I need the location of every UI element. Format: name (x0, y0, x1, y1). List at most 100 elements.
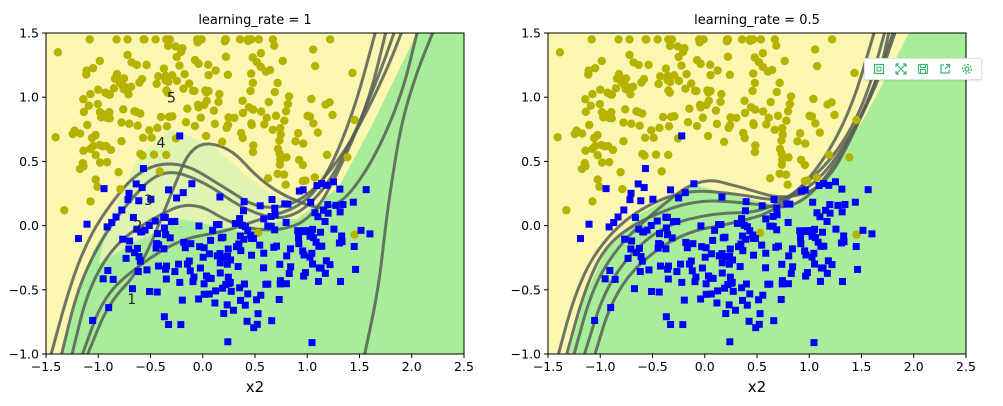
point-class1 (136, 257, 144, 265)
point-class1 (711, 226, 719, 234)
point-class0 (223, 70, 233, 80)
point-class0 (310, 61, 320, 71)
point-class1 (664, 275, 672, 283)
point-class1 (713, 299, 721, 307)
point-class0 (328, 110, 337, 120)
x-axis-label: x2 (748, 378, 766, 396)
point-class1 (160, 245, 168, 253)
point-class1 (330, 225, 338, 233)
point-class1 (715, 252, 723, 260)
point-class1 (605, 223, 613, 231)
point-class1 (645, 266, 653, 274)
point-class0 (112, 69, 122, 79)
point-class0 (750, 147, 760, 157)
point-class1 (785, 252, 793, 260)
point-class0 (151, 35, 160, 44)
point-class1 (627, 245, 635, 253)
point-class0 (135, 78, 144, 87)
point-class0 (246, 86, 255, 96)
point-class0 (713, 66, 722, 75)
point-class0 (127, 58, 136, 67)
x-tick-label: 2.0 (402, 359, 422, 374)
point-class1 (633, 249, 641, 257)
point-class1 (591, 316, 599, 324)
point-class1 (216, 193, 224, 201)
point-class0 (105, 114, 114, 123)
point-class1 (743, 301, 751, 309)
save-button[interactable] (915, 61, 931, 77)
point-class0 (770, 125, 779, 135)
point-class0 (283, 99, 293, 109)
contour-line (86, 33, 419, 354)
point-class0 (178, 44, 187, 53)
point-class1 (691, 278, 699, 286)
expand-button[interactable] (893, 61, 909, 77)
point-class1 (321, 217, 329, 225)
point-class1 (164, 186, 172, 194)
point-class0 (783, 180, 792, 189)
point-class1 (153, 288, 161, 296)
point-class1 (160, 224, 168, 232)
point-class1 (213, 252, 221, 260)
export-button[interactable] (937, 61, 953, 77)
contour-line (583, 33, 886, 354)
point-class1 (755, 296, 763, 304)
point-class1 (234, 263, 242, 271)
point-class0 (705, 60, 715, 69)
y-tick-label: 1.0 (521, 90, 541, 105)
point-class0 (681, 84, 690, 93)
point-class1 (742, 235, 750, 243)
point-class1 (690, 180, 698, 188)
point-class0 (95, 56, 105, 66)
point-class1 (308, 339, 316, 347)
point-class1 (752, 324, 760, 332)
x-tick-label: −0.5 (637, 359, 667, 374)
point-class1 (758, 241, 766, 249)
point-class0 (655, 123, 664, 133)
settings-button[interactable] (959, 61, 975, 77)
point-class1 (196, 243, 204, 251)
point-class0 (770, 35, 780, 44)
point-class1 (321, 269, 329, 277)
point-class1 (238, 221, 246, 229)
point-class1 (707, 250, 715, 258)
point-class1 (647, 221, 655, 229)
point-class0 (204, 70, 213, 80)
point-class1 (276, 260, 284, 268)
point-class1 (824, 257, 832, 265)
point-class1 (643, 226, 651, 234)
point-class0 (597, 56, 607, 66)
point-class1 (673, 268, 681, 276)
point-class1 (758, 202, 766, 210)
point-class1 (662, 224, 670, 232)
point-class1 (635, 244, 643, 252)
frame-button[interactable] (871, 61, 887, 77)
point-class0 (167, 71, 177, 80)
point-class0 (223, 120, 233, 130)
point-class0 (123, 35, 132, 44)
point-class1 (621, 235, 629, 243)
point-class1 (160, 313, 168, 321)
point-class1 (171, 268, 179, 276)
point-class1 (133, 244, 141, 252)
point-class0 (263, 174, 273, 183)
y-tick-label: −0.5 (511, 282, 541, 297)
point-class1 (162, 275, 170, 283)
point-class1 (624, 254, 632, 262)
point-class0 (93, 182, 102, 192)
point-class0 (653, 35, 662, 44)
point-class0 (155, 167, 164, 176)
point-class0 (654, 79, 663, 89)
point-class0 (249, 141, 258, 150)
point-class0 (717, 89, 726, 99)
point-class1 (141, 226, 149, 234)
point-class1 (339, 201, 347, 209)
point-class1 (200, 290, 208, 298)
point-class0 (125, 119, 134, 128)
point-class0 (268, 35, 278, 44)
point-class1 (726, 273, 734, 281)
point-class0 (83, 120, 92, 130)
point-class0 (293, 129, 303, 138)
point-class1 (585, 220, 593, 228)
point-class0 (656, 72, 665, 81)
